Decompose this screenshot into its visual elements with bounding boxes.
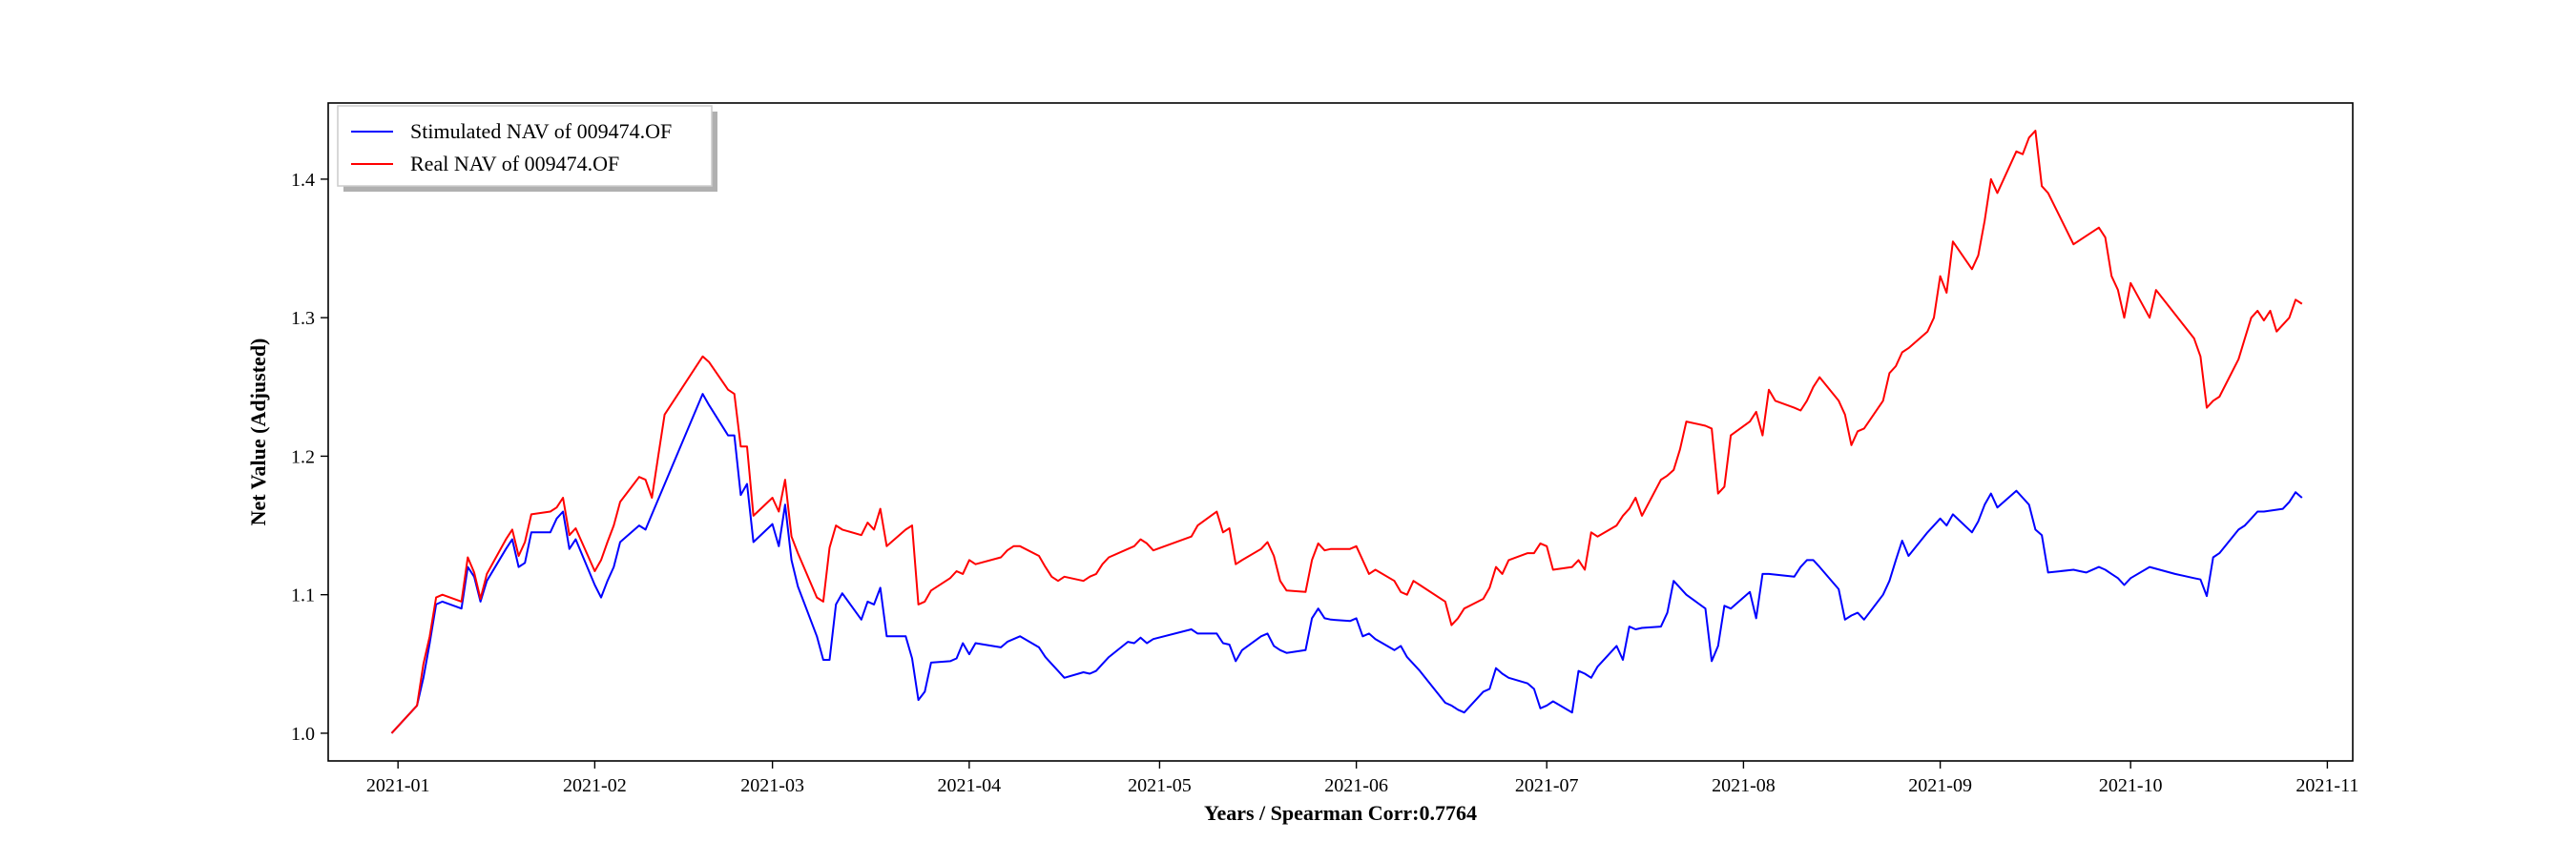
series-line-real-nav [390, 130, 2303, 734]
y-tick-label: 1.3 [291, 308, 315, 329]
y-tick-label: 1.4 [291, 170, 315, 191]
series-layer [390, 130, 2303, 734]
y-tick-label: 1.2 [291, 446, 315, 467]
legend-label-stimulated: Stimulated NAV of 009474.OF [410, 119, 672, 143]
y-tick-label: 1.1 [291, 585, 315, 606]
y-tick-label: 1.0 [291, 724, 315, 745]
x-tick-label: 2021-10 [2099, 775, 2163, 796]
x-axis-title: Years / Spearman Corr:0.7764 [1204, 801, 1477, 825]
series-line-stimulated-nav [390, 393, 2303, 734]
legend-box [337, 105, 713, 187]
axes-layer: 2021-01 2021-02 2021-03 2021-04 2021-05 2021-… [291, 170, 2358, 796]
x-tick-label: 2021-04 [938, 775, 1002, 796]
x-tick-label: 2021-05 [1128, 775, 1192, 796]
legend-label-real: Real NAV of 009474.OF [410, 152, 619, 175]
x-tick-label: 2021-02 [563, 775, 627, 796]
x-tick-label: 2021-03 [740, 775, 804, 796]
x-tick-label: 2021-01 [366, 775, 430, 796]
x-tick-label: 2021-07 [1515, 775, 1579, 796]
x-tick-label: 2021-08 [1712, 775, 1776, 796]
legend: Stimulated NAV of 009474.OF Real NAV of … [337, 105, 717, 192]
x-tick-label: 2021-09 [1908, 775, 1972, 796]
plot-frame [327, 102, 2354, 762]
x-tick-label: 2021-06 [1324, 775, 1388, 796]
y-axis-title: Net Value (Adjusted) [246, 339, 270, 526]
x-tick-label: 2021-11 [2296, 775, 2358, 796]
